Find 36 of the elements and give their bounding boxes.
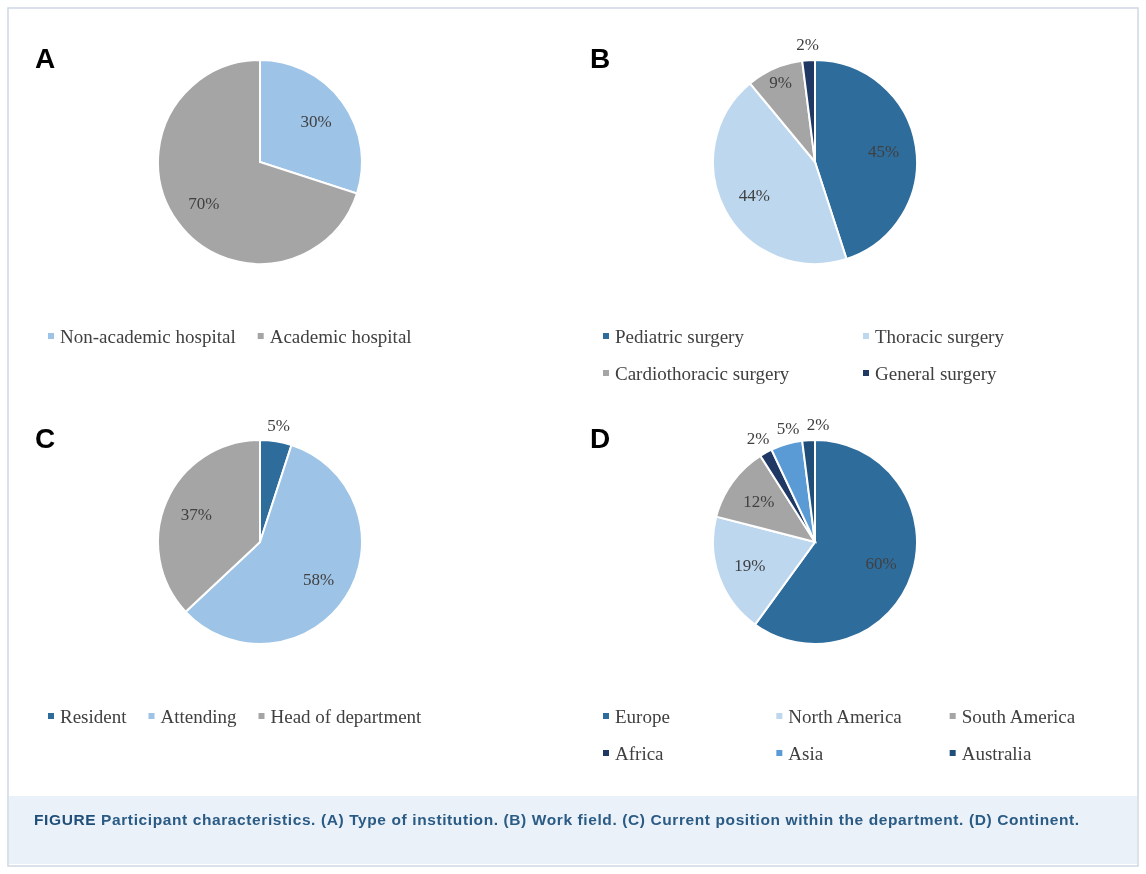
legend-label: Head of department (270, 705, 423, 727)
legend-label: Resident (60, 705, 128, 727)
data-label: 19% (734, 556, 766, 576)
legend-label: General surgery (875, 362, 998, 384)
legend-label: Thoracic surgery (875, 325, 1005, 347)
legend-label: Cardiothoracic surgery (615, 362, 790, 384)
data-label: 5% (776, 419, 800, 439)
text: FIGURE Participant characteristics. (A) Type of institution. (B) Work field. (C) Current position within the department. (D) Continent. (34, 811, 1080, 828)
legend-label: Non-academic hospital (60, 325, 236, 347)
legend-label: North America (788, 705, 903, 727)
legend-label: Academic hospital (269, 325, 412, 347)
data-label: 37% (180, 505, 212, 525)
data-label: 30% (300, 112, 332, 132)
data-label: 60% (865, 554, 897, 574)
pie-slice (157, 59, 359, 265)
data-label: 5% (267, 416, 290, 436)
legend-label: South America (961, 705, 1076, 727)
data-label: 9% (769, 73, 792, 93)
chart-title: C (35, 423, 56, 454)
data-label: 2% (746, 429, 770, 449)
data-label: 12% (743, 492, 775, 512)
chart-title: D (590, 423, 611, 454)
chart-title: A (35, 43, 56, 74)
data-label: 58% (302, 570, 335, 590)
data-label: 2% (806, 414, 830, 434)
legend-label: Europe (615, 705, 670, 727)
legend-label: Attending (160, 705, 237, 727)
legend-label: Pediatric surgery (615, 325, 745, 347)
chart-title: B (590, 43, 611, 74)
legend-label: Africa (615, 742, 665, 764)
data-label: 44% (738, 186, 770, 206)
data-label: 2% (796, 34, 819, 54)
data-label: 70% (188, 193, 220, 213)
data-label: 45% (867, 142, 900, 162)
legend-label: Australia (961, 742, 1032, 764)
legend-label: Asia (788, 742, 824, 764)
